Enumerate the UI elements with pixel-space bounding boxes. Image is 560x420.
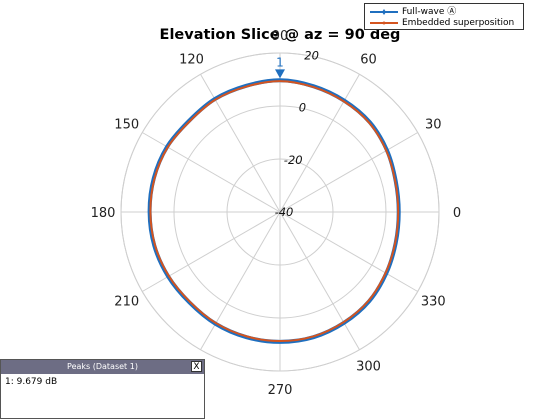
peaks-panel-title: Peaks (Dataset 1)	[67, 362, 138, 371]
peak-marker	[275, 69, 285, 79]
peak-marker-label: 1	[276, 55, 284, 69]
grid-spoke-330	[279, 211, 418, 292]
grid-spoke-240	[200, 211, 281, 350]
grid-spoke-60	[279, 74, 360, 213]
grid-spoke-210	[142, 211, 281, 292]
grid-spoke-300	[279, 211, 360, 350]
legend-label-fullwave: Full-wave Ⓐ	[402, 7, 457, 17]
series-line-embedded	[149, 80, 400, 343]
angle-tick-label: 150	[114, 118, 139, 133]
legend-swatch-embedded	[370, 21, 398, 25]
angle-tick-label: 270	[268, 383, 293, 398]
radial-tick-label: -40	[275, 205, 294, 219]
angle-tick-label: 330	[421, 295, 446, 310]
legend-swatch-fullwave	[370, 9, 398, 15]
angle-tick-label: 210	[114, 295, 139, 310]
grid-spoke-120	[200, 74, 281, 213]
peak-entry: 1: 9.679 dB	[5, 377, 58, 387]
peaks-panel: Peaks (Dataset 1) X 1: 9.679 dB	[0, 359, 205, 419]
peaks-panel-titlebar: Peaks (Dataset 1) X	[1, 360, 204, 374]
angle-tick-label: 60	[360, 53, 377, 68]
angle-tick-label: 30	[425, 118, 442, 133]
angle-tick-label: 90	[272, 29, 289, 44]
angle-tick-label: 120	[179, 53, 204, 68]
angle-tick-label: 0	[453, 206, 461, 221]
grid-spoke-30	[279, 132, 418, 213]
grid-spoke-150	[142, 132, 281, 213]
legend-entry-fullwave: Full-wave Ⓐ	[365, 6, 523, 18]
chart-title: Elevation Slice @ az = 90 deg	[160, 27, 401, 43]
legend-label-embedded: Embedded superposition	[402, 18, 515, 28]
angle-tick-label: 180	[91, 206, 116, 221]
close-button[interactable]: X	[191, 361, 202, 372]
angle-tick-label: 300	[356, 359, 381, 374]
radial-tick-label: 20	[304, 48, 319, 62]
legend: Full-wave Ⓐ Embedded superposition	[364, 3, 524, 30]
radial-tick-label: 0	[299, 101, 306, 115]
radial-tick-label: -20	[284, 153, 303, 167]
legend-entry-embedded: Embedded superposition	[365, 17, 523, 29]
